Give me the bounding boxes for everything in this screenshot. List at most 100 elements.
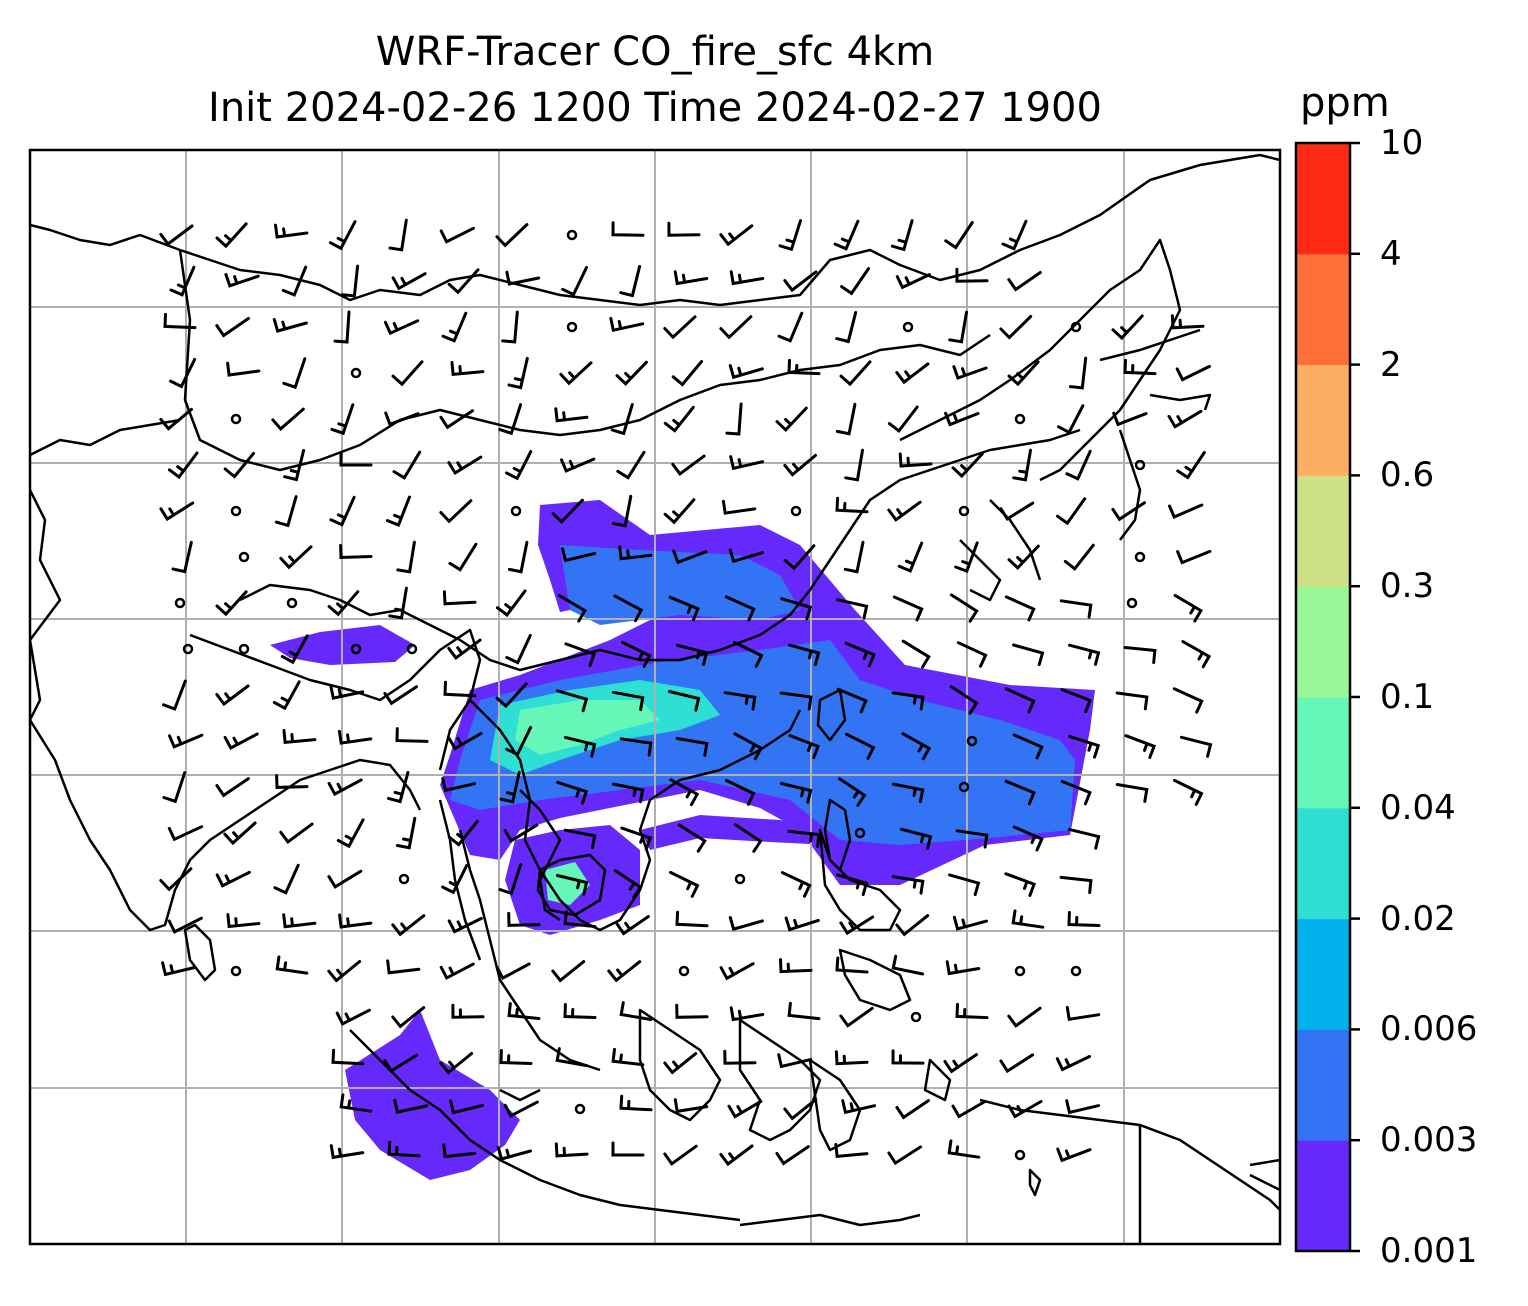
coastlines	[30, 153, 1280, 1244]
calm-wind-marker	[1070, 965, 1082, 977]
wind-barb	[944, 411, 980, 427]
wind-barb	[272, 318, 308, 333]
wind-barb	[1057, 404, 1085, 435]
wind-barb	[1176, 549, 1212, 565]
wind-barb	[775, 1145, 810, 1166]
wind-barb	[507, 356, 529, 390]
wind-barb	[1111, 314, 1144, 341]
wind-barb	[441, 311, 468, 343]
wind-barb	[775, 406, 808, 433]
colorbar-tick-label: 10	[1380, 123, 1424, 163]
wind-barb	[609, 316, 645, 332]
wind-barb	[1168, 503, 1204, 519]
calm-wind-marker	[966, 735, 978, 747]
wind-barb	[555, 874, 589, 896]
wind-barb	[499, 770, 521, 804]
wind-barb	[787, 1001, 821, 1021]
wind-barb	[673, 270, 709, 286]
wind-barb	[1004, 779, 1036, 806]
wind-barb	[159, 224, 194, 247]
wind-barb	[733, 732, 764, 761]
wind-barb	[226, 361, 261, 377]
wind-barb	[729, 270, 765, 286]
wind-barb	[439, 409, 474, 430]
wind-barb	[783, 1098, 818, 1121]
wind-barb	[330, 403, 355, 436]
wind-barb	[784, 916, 820, 932]
wind-barb	[339, 1093, 373, 1113]
colorbar-tick-label: 2	[1380, 344, 1402, 385]
colorbar-tick-label: 0.003	[1380, 1120, 1478, 1161]
wind-barb	[1011, 909, 1045, 929]
wind-barb	[1172, 687, 1204, 714]
wind-barb	[895, 273, 931, 290]
wind-barb	[999, 501, 1035, 521]
wind-barb	[1007, 1006, 1042, 1028]
wind-barb	[949, 685, 979, 715]
wind-barb	[945, 960, 981, 976]
wind-barb	[671, 360, 704, 387]
wind-barb	[162, 679, 187, 711]
wind-barb	[675, 737, 709, 757]
wind-barb	[215, 222, 248, 249]
wind-barb	[955, 829, 989, 849]
wind-barb	[614, 869, 643, 899]
wind-barb	[507, 540, 529, 574]
wind-barb	[1173, 593, 1203, 623]
wind-barb	[616, 450, 646, 480]
wind-barb	[952, 365, 988, 380]
wind-barb	[783, 270, 818, 293]
wind-barb	[780, 871, 812, 898]
wind-barb	[447, 732, 483, 751]
wind-barb	[1170, 314, 1205, 330]
colorbar-tick-label: 0.3	[1380, 566, 1435, 607]
wind-barb	[395, 727, 429, 743]
wind-barb	[1180, 735, 1213, 758]
wind-barb	[615, 915, 650, 936]
wind-barb	[385, 495, 411, 527]
wind-barb	[505, 270, 541, 286]
wind-barb	[505, 726, 533, 757]
wind-barb	[281, 265, 308, 297]
wind-barb	[777, 311, 804, 343]
wind-barb	[1067, 827, 1101, 850]
wind-barb	[1012, 448, 1032, 482]
wind-barb	[447, 916, 483, 934]
chart-title-line2: Init 2024-02-26 1200 Time 2024-02-27 190…	[208, 85, 1102, 131]
wind-barb	[954, 541, 979, 574]
wind-barb	[505, 633, 532, 665]
wind-barb	[503, 823, 539, 843]
wind-barb	[1060, 688, 1092, 714]
wind-barb	[835, 402, 857, 436]
wind-barb	[327, 590, 360, 617]
wind-barb	[671, 454, 706, 476]
wind-barb	[611, 690, 645, 711]
wind-barb	[900, 827, 933, 850]
wind-barb	[557, 593, 587, 623]
wind-barb	[439, 499, 473, 524]
wind-barb	[728, 364, 764, 380]
wind-barb	[719, 1144, 754, 1167]
wind-barb	[439, 226, 475, 244]
wind-barb	[282, 913, 317, 929]
wind-barb	[619, 1094, 653, 1112]
wind-barb	[555, 1047, 589, 1068]
wind-barb	[836, 687, 868, 714]
plume-sumatra	[345, 1010, 520, 1180]
wind-barb	[162, 771, 187, 804]
calm-wind-marker	[286, 597, 298, 609]
map-frame	[28, 148, 1282, 1246]
wind-barb	[895, 1099, 930, 1120]
wind-barb	[439, 1052, 474, 1075]
wind-barb	[215, 870, 251, 888]
wind-barb	[560, 457, 596, 473]
wind-barb	[341, 264, 360, 298]
wind-barb	[836, 873, 869, 897]
wind-barb	[901, 639, 931, 669]
wind-barb	[387, 1140, 421, 1158]
wind-barb	[1175, 364, 1211, 382]
colorbar-segment	[1296, 918, 1350, 1030]
wind-barb	[215, 317, 250, 338]
calm-wind-marker	[398, 873, 410, 885]
wind-barb	[611, 1141, 645, 1157]
